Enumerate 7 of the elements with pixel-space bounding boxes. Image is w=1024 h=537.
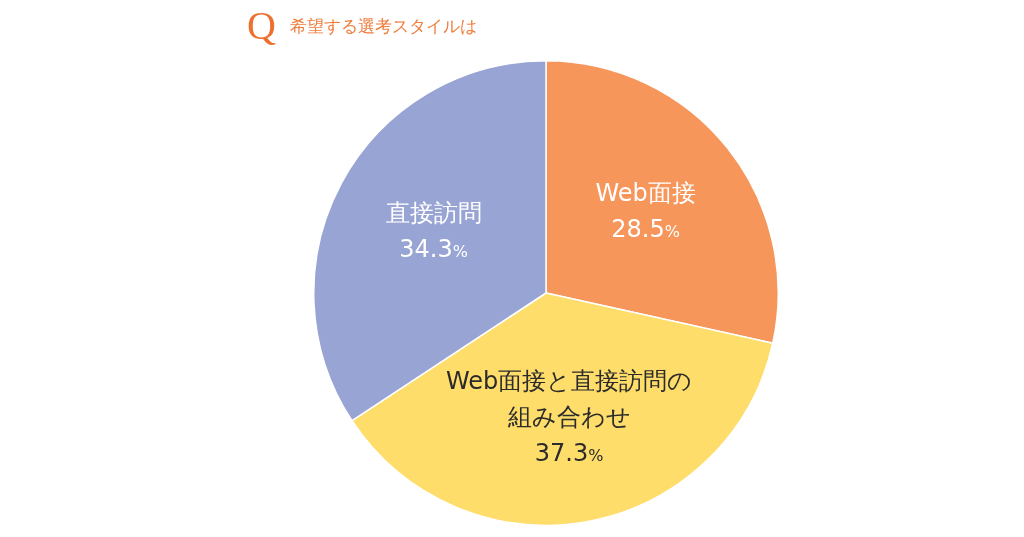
data-label: 34.3% xyxy=(399,234,468,263)
slice-label: Web面接 xyxy=(595,179,696,208)
slice-label: 直接訪問 xyxy=(385,198,482,227)
data-label: 37.3% xyxy=(534,438,604,467)
slice-label: Web面接と直接訪問の組み合わせ xyxy=(445,366,693,431)
chart-title: Q 希望する選考スタイルは xyxy=(247,3,477,48)
data-label: 28.5% xyxy=(611,215,680,244)
